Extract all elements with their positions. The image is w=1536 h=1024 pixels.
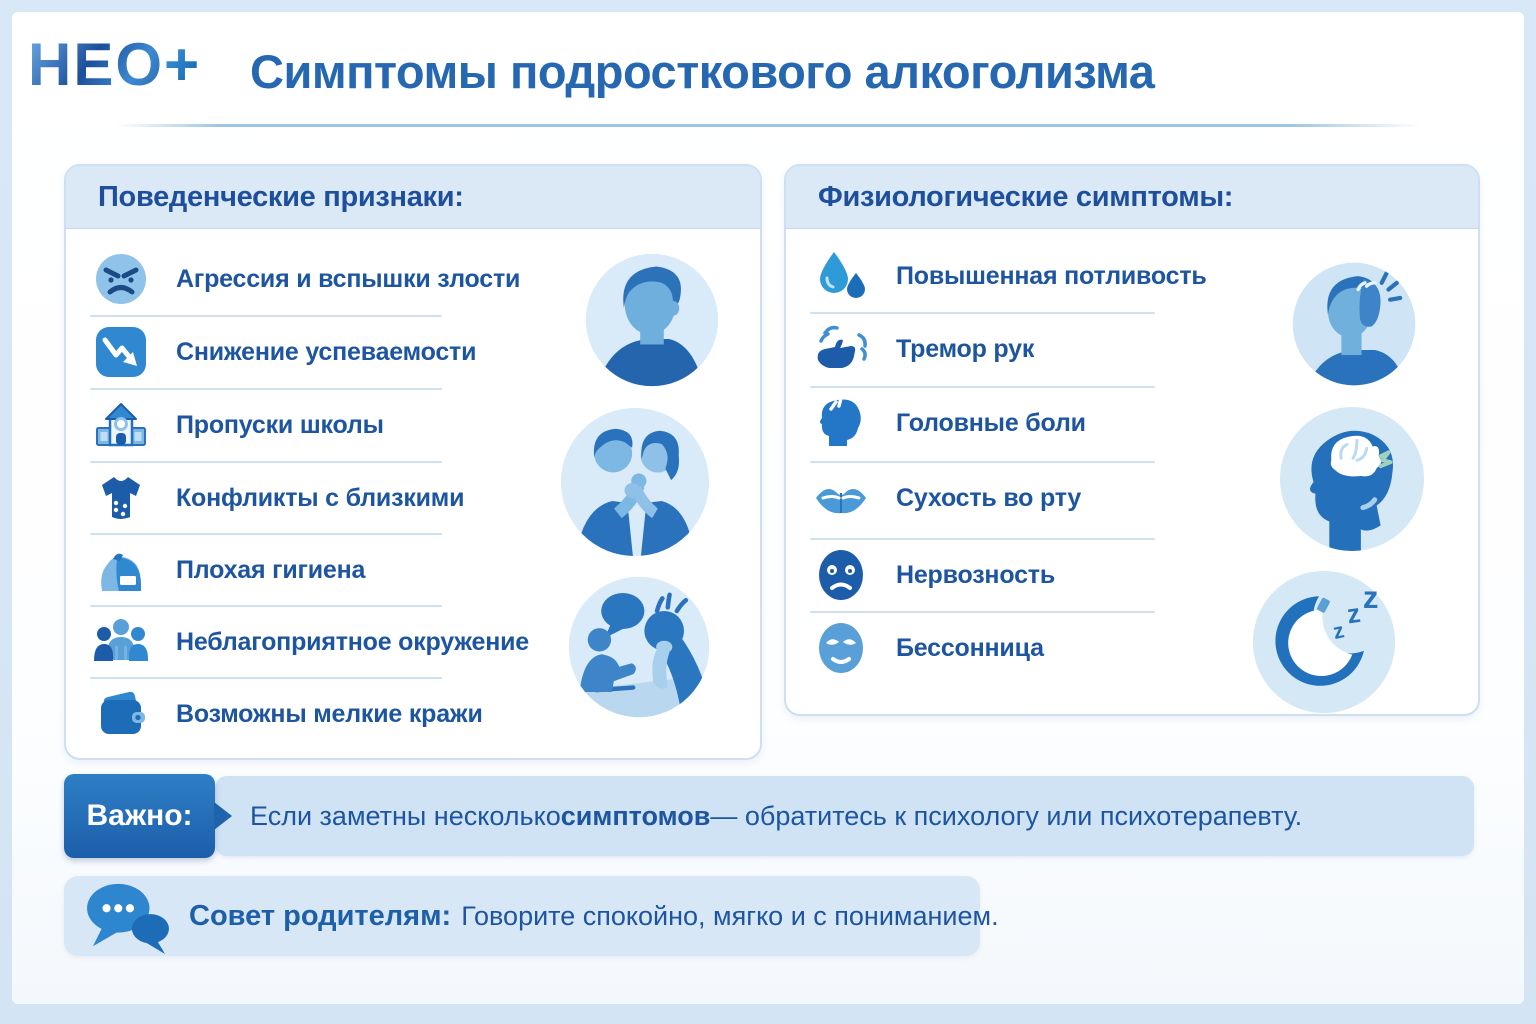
advice-message: Говорите спокойно, мягко и с пониманием. [461, 900, 999, 931]
headache-icon [812, 394, 870, 452]
advice-bar: Совет родителям: Говорите спокойно, мягко… [64, 876, 999, 956]
list-item: Сухость во рту [786, 462, 1081, 534]
divider [90, 533, 442, 535]
important-text-after: — обратитесь к психологу или психотерапе… [710, 800, 1303, 831]
divider [810, 611, 1155, 613]
school-icon [92, 396, 150, 454]
item-label: Головные боли [896, 408, 1086, 437]
item-label: Неблагоприятное окружение [176, 627, 529, 656]
angry-face-icon [92, 250, 150, 308]
svg-text:z: z [1331, 618, 1346, 644]
divider [810, 461, 1155, 463]
item-label: Возможны мелкие кражи [176, 699, 483, 728]
item-label: Сухость во рту [896, 483, 1082, 512]
people-group-icon [92, 613, 150, 671]
neo-plus-logo: НЕО+ [28, 30, 201, 99]
list-item: Снижение успеваемости [66, 316, 476, 388]
important-banner [215, 776, 1474, 856]
svg-text:z: z [1345, 598, 1362, 630]
item-label: Агрессия и вспышки злости [176, 264, 521, 293]
parent-comforting-teen-illustration [567, 575, 711, 724]
list-item: Неблагоприятное окружение [66, 606, 529, 678]
laundry-bag-icon [92, 541, 150, 599]
behavioral-panel-header: Поведенческие признаки: [66, 166, 760, 229]
list-item: Головные боли [786, 387, 1086, 459]
chat-bubbles-icon [78, 878, 178, 961]
item-label: Тремор рук [896, 334, 1035, 363]
list-item: Бессонница [786, 612, 1044, 684]
important-label: Важно: [64, 774, 215, 858]
item-label: Конфликты с близкими [176, 483, 465, 512]
list-item: Повышенная потливость [786, 240, 1207, 312]
list-item: Тремор рук [786, 313, 1034, 385]
sleepless-face-icon [812, 619, 870, 677]
header-divider [116, 124, 1420, 127]
infographic-canvas: НЕО+ Симптомы подросткового алкоголизма … [12, 12, 1524, 1004]
sweat-drops-icon [812, 247, 870, 305]
divider [810, 538, 1155, 540]
list-item: Агрессия и вспышки злости [66, 243, 520, 315]
wallet-icon [92, 685, 150, 743]
item-label: Повышенная потливость [896, 261, 1207, 290]
tshirt-icon [92, 469, 150, 527]
divider [90, 605, 442, 607]
item-label: Бессонница [896, 633, 1044, 662]
head-with-brain-illustration [1278, 405, 1426, 558]
important-label-text: Важно: [86, 799, 193, 832]
person-headache-illustration [1291, 261, 1417, 392]
divider [90, 461, 442, 463]
divider [90, 677, 442, 679]
divider [810, 312, 1155, 314]
nervous-face-icon [812, 546, 870, 604]
important-text: Если заметны несколько симптомов — обрат… [250, 776, 1302, 856]
physiological-panel: Физиологические симптомы: Повышенная пот… [784, 164, 1480, 716]
behavioral-panel-title: Поведенческие признаки: [98, 181, 464, 213]
behavioral-panel: Поведенческие признаки: Агрессия и вспыш… [64, 164, 762, 760]
item-label: Снижение успеваемости [176, 337, 477, 366]
logo-plus-icon: + [164, 31, 202, 98]
svg-text:z: z [1363, 580, 1379, 615]
grades-decline-icon [92, 323, 150, 381]
list-item: Плохая гигиена [66, 534, 365, 606]
physiological-panel-header: Физиологические симптомы: [786, 166, 1478, 229]
advice-label: Совет родителям: [189, 899, 452, 932]
list-item: Пропуски школы [66, 389, 384, 461]
page-title: Симптомы подросткового алкоголизма [250, 45, 1155, 98]
divider [90, 388, 442, 390]
trembling-hand-icon [812, 320, 870, 378]
item-label: Нервозность [896, 560, 1055, 589]
advice-text: Совет родителям: Говорите спокойно, мягко… [189, 876, 999, 956]
list-item: Возможны мелкие кражи [66, 678, 483, 750]
list-item: Нервозность [786, 539, 1055, 611]
important-text-before: Если заметны несколько [250, 800, 561, 831]
physiological-panel-title: Физиологические симптомы: [818, 181, 1234, 213]
important-text-bold: симптомов [560, 800, 711, 831]
item-label: Пропуски школы [176, 410, 384, 439]
divider [810, 386, 1155, 388]
divider [90, 315, 442, 317]
teen-profile-illustration [584, 252, 720, 393]
list-item: Конфликты с близкими [66, 462, 464, 534]
teens-arguing-illustration [559, 406, 711, 563]
dry-lips-icon [812, 469, 870, 527]
logo-text: НЕО [28, 31, 165, 98]
item-label: Плохая гигиена [176, 555, 366, 584]
